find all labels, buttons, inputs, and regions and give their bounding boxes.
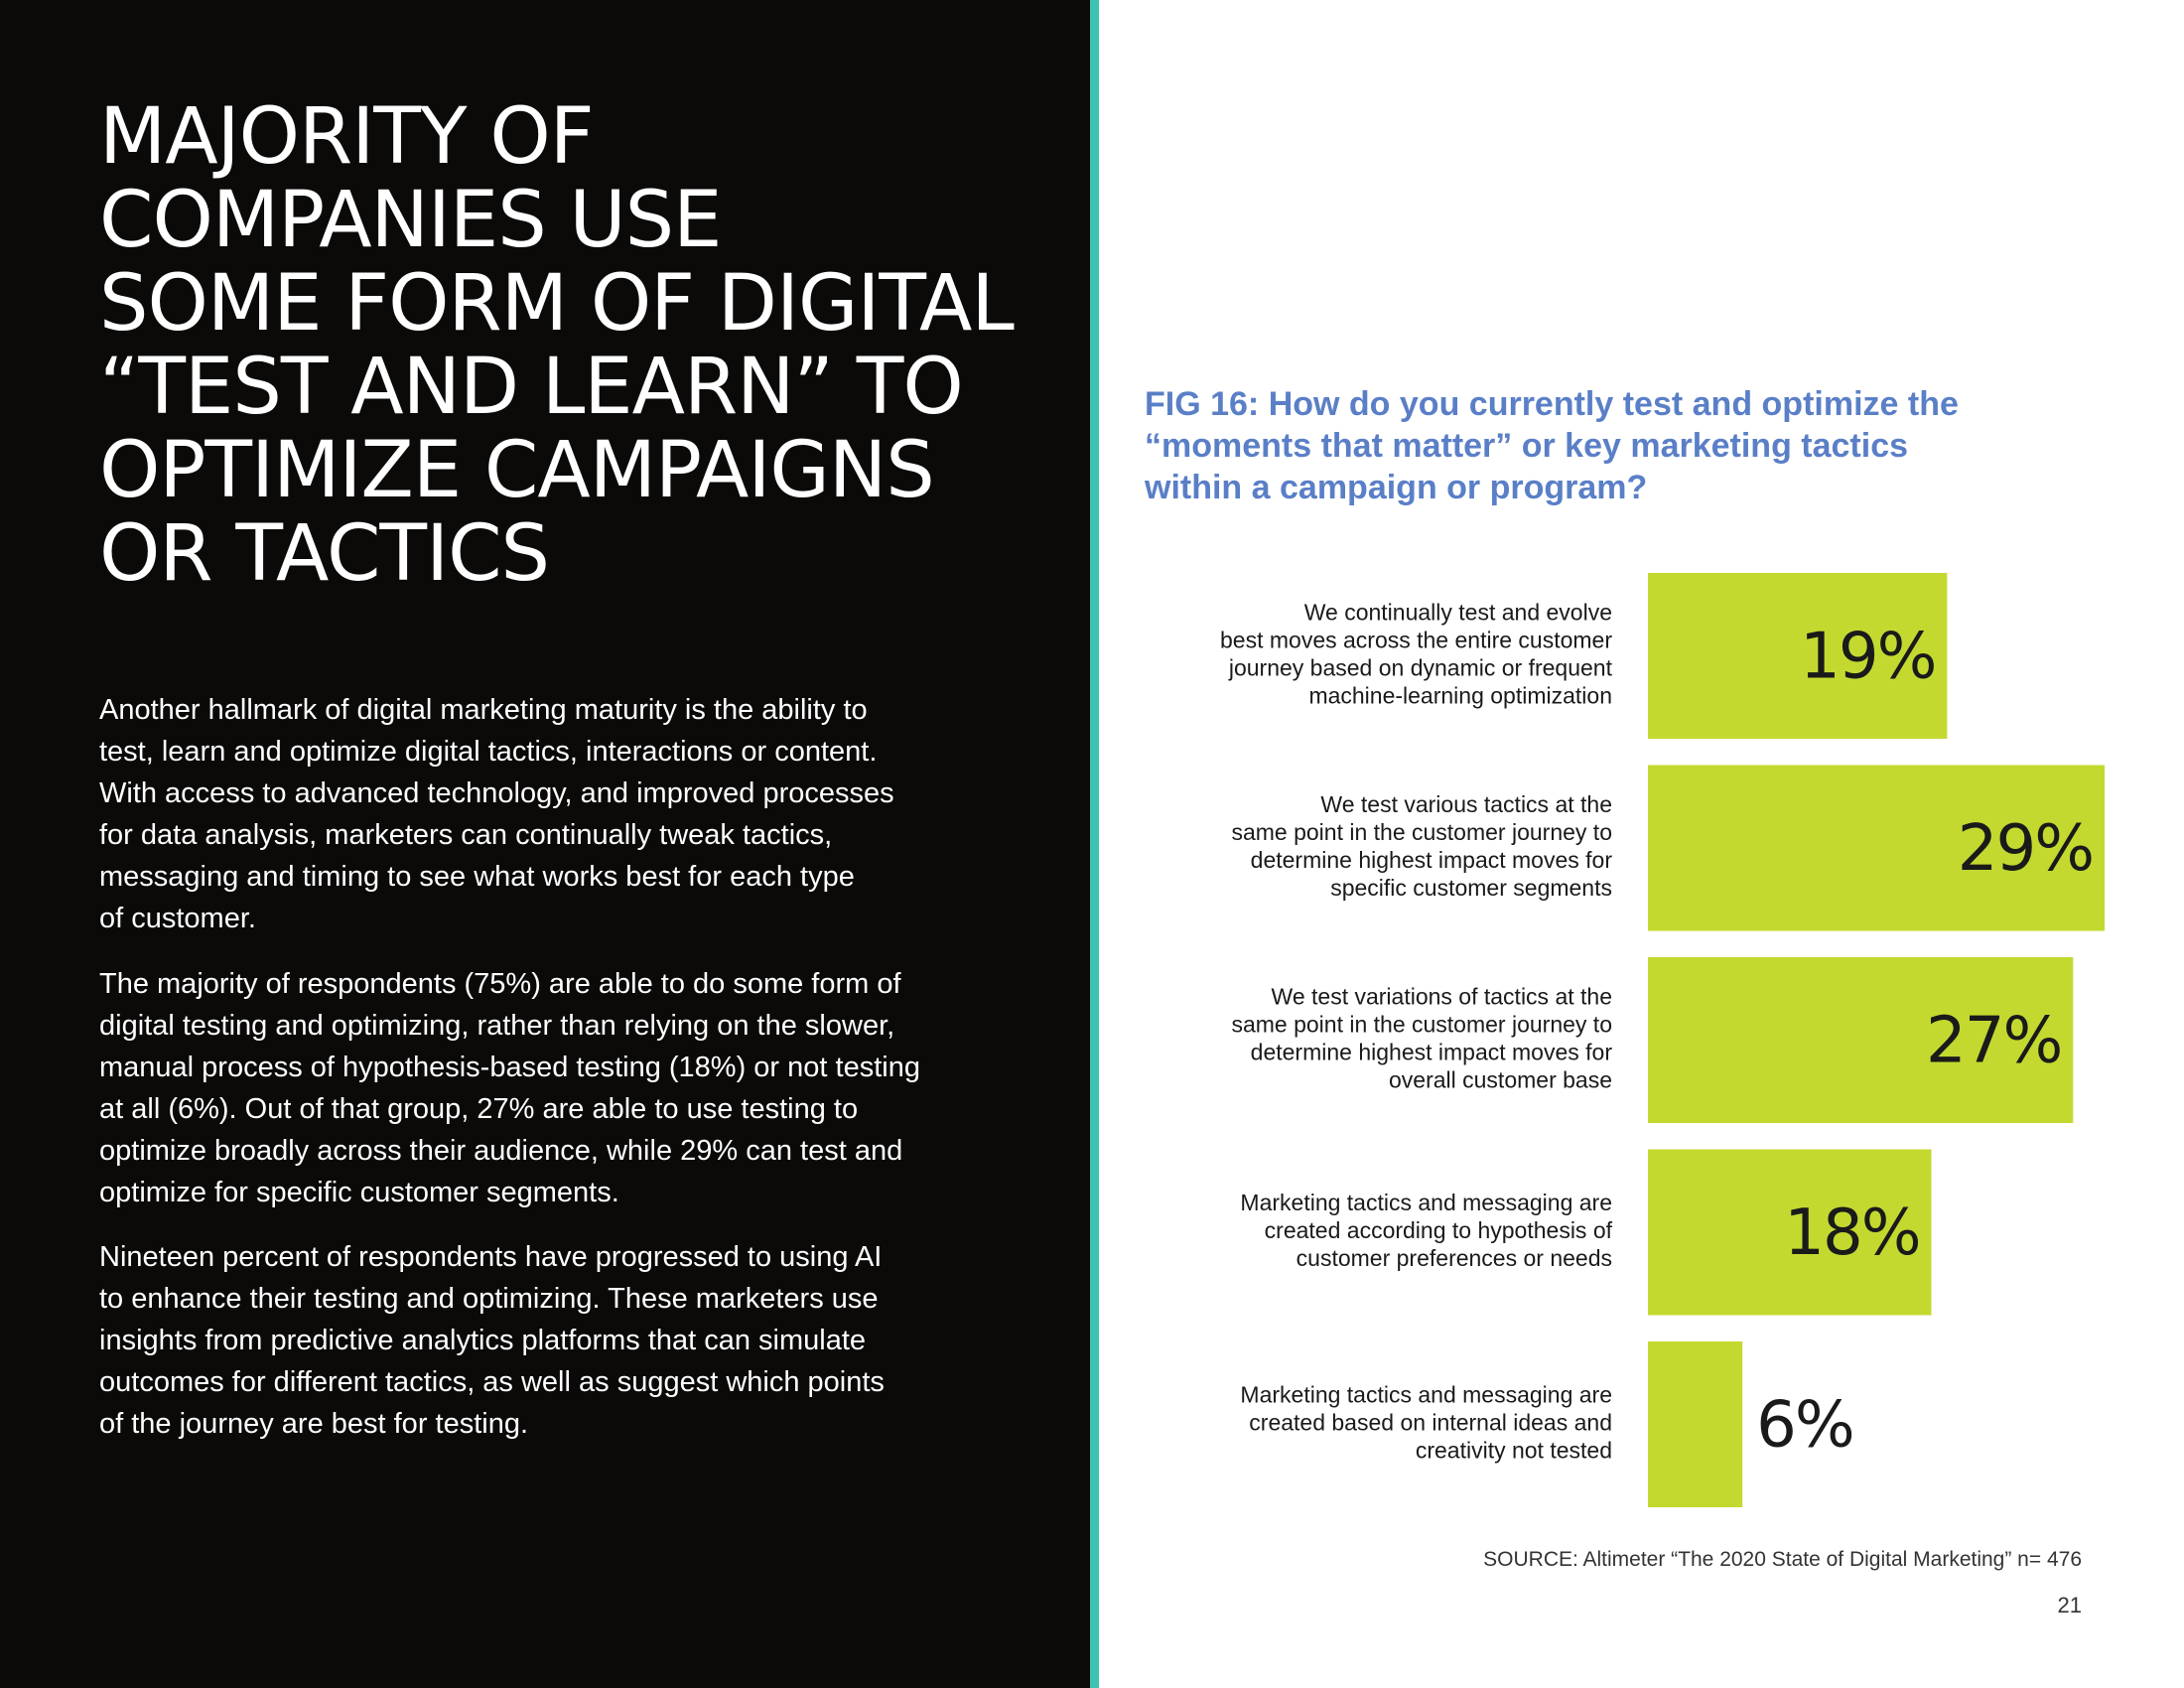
teal-divider (1090, 0, 1099, 1688)
dark-text-panel: MAJORITY OF COMPANIES USE SOME FORM OF D… (0, 0, 1090, 1688)
headline-line: OR TACTICS (99, 509, 550, 599)
headline-line: SOME FORM OF DIGITAL (99, 259, 1015, 349)
category-label-line: same point in the customer journey to (1231, 819, 1612, 845)
paragraph-line: manual process of hypothesis-based testi… (99, 1052, 920, 1083)
paragraph-line: to enhance their testing and optimizing.… (99, 1283, 879, 1315)
value-label-5: 6% (1756, 1389, 1853, 1463)
paragraph-line: messaging and timing to see what works b… (99, 861, 855, 893)
category-label-3: We test variations of tactics at thesame… (1231, 984, 1612, 1093)
bar-3 (1648, 957, 2074, 1123)
headline-line: COMPANIES USE (99, 176, 722, 265)
paragraph-line: of customer. (99, 903, 256, 934)
body-paragraph-1: Another hallmark of digital marketing ma… (99, 689, 1052, 939)
category-label-line: specific customer segments (1330, 875, 1612, 901)
category-label-5: Marketing tactics and messaging arecreat… (1240, 1382, 1612, 1464)
paragraph-line: of the journey are best for testing. (99, 1408, 529, 1440)
figure-title-line: within a campaign or program? (1145, 469, 1648, 506)
paragraph-line: outcomes for different tactics, as well … (99, 1366, 885, 1398)
bar-1 (1648, 573, 1948, 739)
value-label-4: 18% (1784, 1196, 1919, 1270)
category-label-line: best moves across the entire customer (1220, 628, 1612, 653)
figure-title-line: “moments that matter” or key marketing t… (1145, 427, 1909, 465)
paragraph-line: insights from predictive analytics platf… (99, 1325, 867, 1356)
body-paragraph-3: Nineteen percent of respondents have pro… (99, 1236, 1052, 1445)
category-label-line: creativity not tested (1416, 1438, 1612, 1464)
page-headline: MAJORITY OF COMPANIES USE SOME FORM OF D… (99, 95, 1052, 596)
category-label-line: customer preferences or needs (1297, 1245, 1612, 1271)
paragraph-line: With access to advanced technology, and … (99, 777, 894, 809)
category-label-line: We test various tactics at the (1320, 791, 1612, 817)
headline-line: MAJORITY OF (99, 92, 595, 182)
category-label-line: We test variations of tactics at the (1272, 984, 1612, 1010)
category-label-line: overall customer base (1389, 1067, 1612, 1093)
headline-line: OPTIMIZE CAMPAIGNS (99, 426, 935, 515)
category-label-4: Marketing tactics and messaging arecreat… (1240, 1190, 1612, 1271)
value-label-3: 27% (1926, 1005, 2061, 1078)
paragraph-line: Nineteen percent of respondents have pro… (99, 1241, 883, 1273)
category-label-line: Marketing tactics and messaging are (1240, 1382, 1612, 1408)
category-label-line: determine highest impact moves for (1251, 847, 1613, 873)
paragraph-line: optimize broadly across their audience, … (99, 1135, 903, 1167)
headline-line: “TEST AND LEARN” TO (99, 343, 964, 432)
source-note: SOURCE: Altimeter “The 2020 State of Dig… (1483, 1548, 2082, 1571)
value-label-1: 19% (1800, 621, 1935, 694)
paragraph-line: for data analysis, marketers can continu… (99, 819, 833, 851)
category-label-line: We continually test and evolve (1304, 600, 1612, 626)
paragraph-line: at all (6%). Out of that group, 27% are … (99, 1093, 859, 1125)
page-number: 21 (2057, 1593, 2082, 1618)
bar-2 (1648, 765, 2105, 931)
bar-5 (1648, 1341, 1743, 1507)
body-paragraph-2: The majority of respondents (75%) are ab… (99, 963, 1052, 1213)
category-label-line: same point in the customer journey to (1231, 1012, 1612, 1038)
paragraph-line: Another hallmark of digital marketing ma… (99, 694, 868, 726)
category-label-line: determine highest impact moves for (1251, 1040, 1613, 1065)
category-label-line: machine-learning optimization (1308, 683, 1612, 709)
paragraph-line: digital testing and optimizing, rather t… (99, 1010, 895, 1042)
category-label-line: journey based on dynamic or frequent (1228, 655, 1613, 681)
bar-4 (1648, 1149, 1932, 1316)
paragraph-line: The majority of respondents (75%) are ab… (99, 968, 901, 1000)
category-label-line: created based on internal ideas and (1249, 1410, 1612, 1436)
figure-title: FIG 16: How do you currently test and op… (1145, 383, 2098, 508)
category-label-line: created according to hypothesis of (1265, 1217, 1613, 1243)
paragraph-line: test, learn and optimize digital tactics… (99, 736, 878, 768)
category-label-line: Marketing tactics and messaging are (1240, 1190, 1612, 1215)
value-label-2: 29% (1958, 812, 2093, 886)
paragraph-line: optimize for specific customer segments. (99, 1177, 619, 1208)
figure-title-line: FIG 16: How do you currently test and op… (1145, 385, 1959, 423)
